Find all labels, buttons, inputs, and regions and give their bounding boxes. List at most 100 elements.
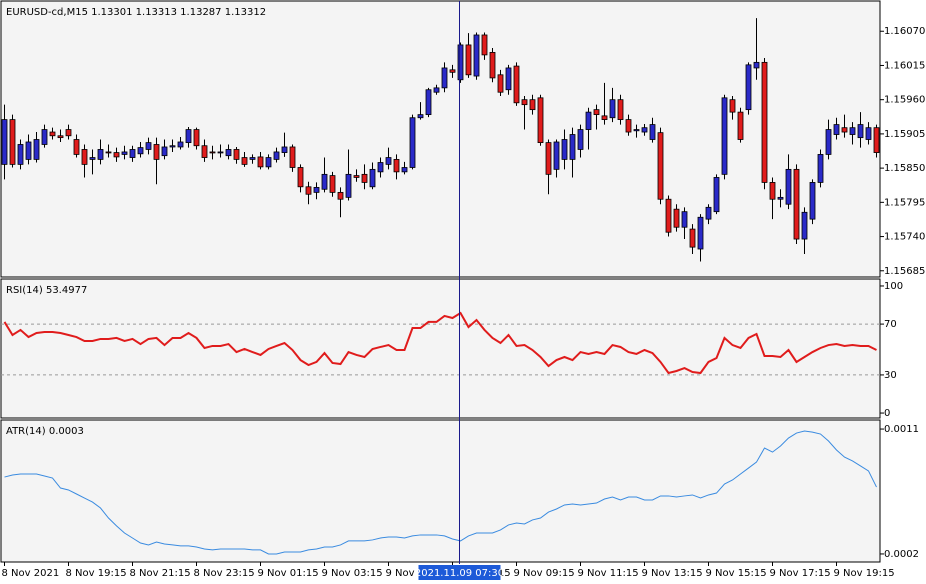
crosshair-label: 2021.11.09 07:30 xyxy=(415,568,504,579)
candle-body xyxy=(569,134,576,160)
candle-body xyxy=(441,67,448,89)
x-tick-label: 9 Nov 09:15 xyxy=(514,568,575,579)
candle-body xyxy=(193,129,200,147)
y-tick-label: 1.15850 xyxy=(884,163,925,174)
candle-body xyxy=(465,44,472,76)
x-tick-label: 8 Nov 19:15 xyxy=(66,568,127,579)
candle-body xyxy=(689,228,696,248)
candle-body xyxy=(545,142,552,175)
candle-body xyxy=(329,175,336,193)
candle-body xyxy=(473,34,480,77)
candle-body xyxy=(113,152,120,158)
candle-body xyxy=(753,61,760,69)
candle-body xyxy=(217,151,224,154)
y-tick-label: 1.15905 xyxy=(884,129,925,140)
candle-body xyxy=(121,151,128,155)
x-tick-label: 9 Nov 19:15 xyxy=(834,568,895,579)
candle-body xyxy=(433,87,440,93)
candle-body xyxy=(345,173,352,198)
candle-body xyxy=(785,168,792,205)
candle-body xyxy=(337,191,344,200)
y-tick-label: 100 xyxy=(884,281,903,292)
candle-body xyxy=(393,159,400,173)
candle-body xyxy=(497,74,504,93)
pane xyxy=(0,0,881,278)
candle-body xyxy=(273,151,280,160)
pane-clip xyxy=(1,18,880,262)
crosshair-label-box xyxy=(418,565,501,580)
candle-body xyxy=(161,146,168,157)
candle-body xyxy=(425,89,432,116)
candle-body xyxy=(97,149,104,160)
candle-body xyxy=(729,99,736,113)
candle-body xyxy=(209,151,216,154)
y-tick-label: 1.15685 xyxy=(884,266,925,277)
y-tick-label: 0.0002 xyxy=(884,549,919,560)
candle-body xyxy=(537,97,544,144)
x-tick-label: 9 Nov 17:15 xyxy=(770,568,831,579)
y-tick-label: 1.15795 xyxy=(884,197,925,208)
candle-body xyxy=(89,157,96,160)
candle-body xyxy=(617,99,624,120)
candle-body xyxy=(49,131,56,137)
candle-body xyxy=(137,147,144,155)
candle-body xyxy=(233,149,240,160)
candle-body xyxy=(873,127,880,153)
candle-body xyxy=(641,127,648,133)
candle-body xyxy=(369,168,376,188)
candle-body xyxy=(865,127,872,140)
candle-body xyxy=(697,216,704,250)
candle-body xyxy=(553,141,560,170)
y-tick-label: 70 xyxy=(884,319,897,330)
x-tick-label: 9 Nov 15:15 xyxy=(706,568,767,579)
pane-title: RSI(14) 53.4977 xyxy=(6,285,87,296)
y-tick-label: 0 xyxy=(884,408,890,419)
candle-body xyxy=(761,61,768,183)
candle-body xyxy=(33,139,40,160)
candle-body xyxy=(1,119,8,165)
candle-body xyxy=(705,206,712,220)
candle-body xyxy=(777,196,784,200)
pane-clip xyxy=(1,311,880,376)
candle-body xyxy=(585,111,592,130)
candle-body xyxy=(169,145,176,148)
candle-body xyxy=(417,114,424,119)
candle-body xyxy=(9,119,16,165)
candle-body xyxy=(601,115,608,120)
y-tick-label: 0.0011 xyxy=(884,424,919,435)
candle-body xyxy=(305,186,312,195)
candle-body xyxy=(313,187,320,193)
candle-body xyxy=(81,149,88,165)
candle-body xyxy=(73,139,80,155)
candle-body xyxy=(297,167,304,188)
candle-body xyxy=(593,109,600,116)
y-tick-label: 1.16015 xyxy=(884,60,925,71)
candle-body xyxy=(57,135,64,139)
candle-body xyxy=(281,146,288,153)
x-tick-label: 9 Nov 03:15 xyxy=(322,568,383,579)
candle-body xyxy=(625,119,632,133)
candle-body xyxy=(489,51,496,79)
candle-body xyxy=(721,97,728,175)
candle-body xyxy=(513,65,520,104)
candle-body xyxy=(713,177,720,213)
candle-body xyxy=(633,129,640,132)
x-tick-label: 9 Nov 05:15 xyxy=(386,568,447,579)
candle-body xyxy=(185,129,192,144)
candle-body xyxy=(609,99,616,119)
candle-body xyxy=(401,167,408,173)
candle-body xyxy=(769,182,776,200)
candle-body xyxy=(361,173,368,183)
candle-body xyxy=(833,124,840,135)
x-tick-label: 9 Nov 11:15 xyxy=(578,568,639,579)
candle-body xyxy=(409,117,416,168)
candle-body xyxy=(561,139,568,160)
candle-body xyxy=(649,124,656,140)
candle-body xyxy=(201,145,208,158)
candle-body xyxy=(321,173,328,190)
candle-body xyxy=(65,129,72,137)
candle-body xyxy=(129,149,136,158)
candle-body xyxy=(241,157,248,165)
x-tick-label: 9 Nov 01:15 xyxy=(258,568,319,579)
